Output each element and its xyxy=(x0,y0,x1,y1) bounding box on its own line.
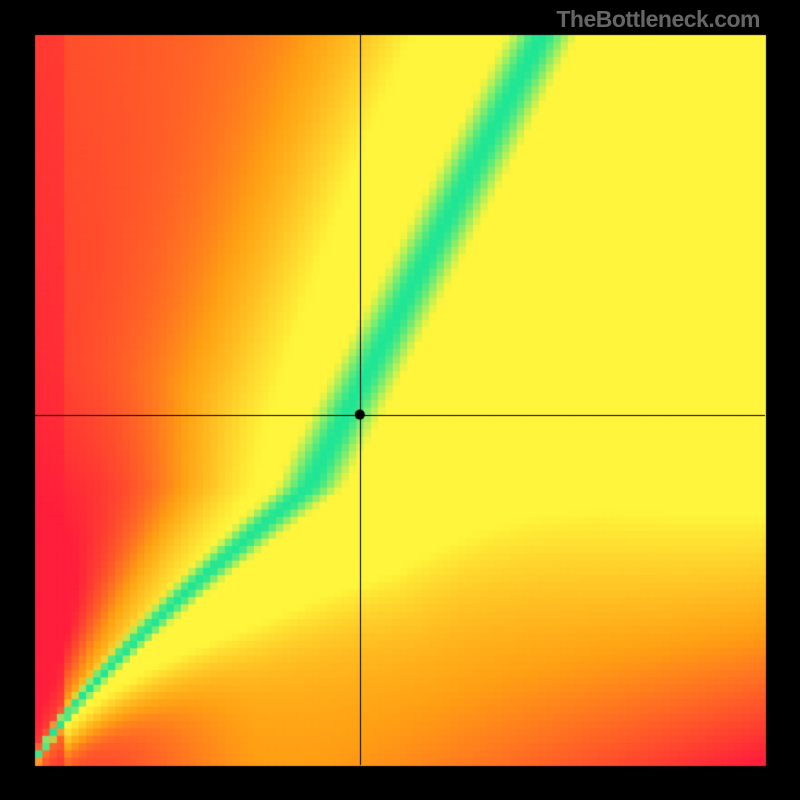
bottleneck-heatmap xyxy=(0,0,800,800)
chart-container: TheBottleneck.com xyxy=(0,0,800,800)
